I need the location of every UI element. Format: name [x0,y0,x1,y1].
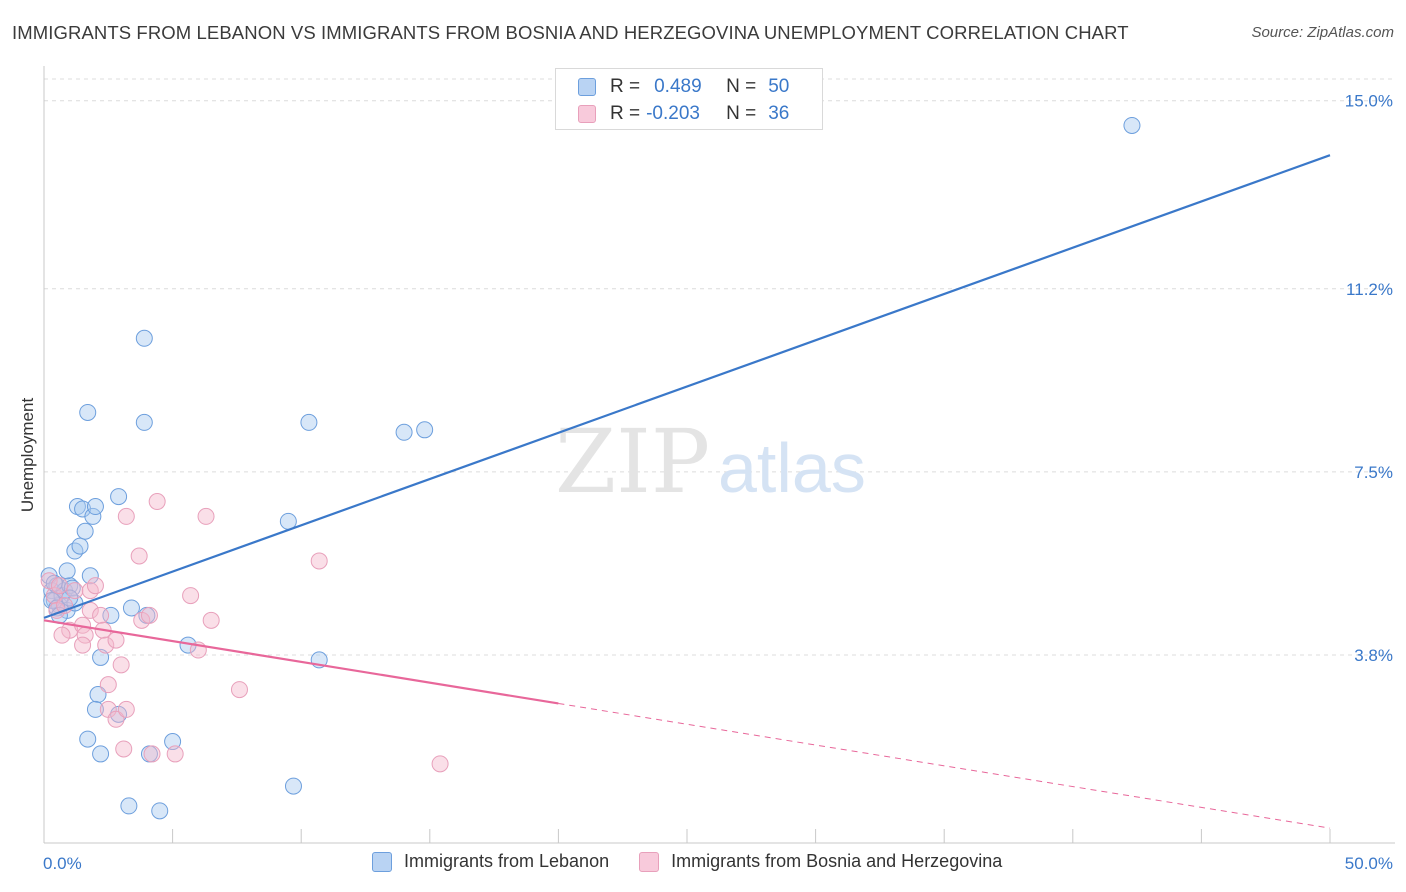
point-bosnia [50,577,68,595]
point-bosnia [81,601,99,619]
series-label-lebanon: Immigrants from Lebanon [404,851,610,871]
y-tick-label: 11.2% [1346,280,1393,299]
point-lebanon [89,686,107,704]
trendline-bosnia-extrapolated [558,702,1331,829]
point-bosnia [182,587,200,605]
trendline-lebanon [43,154,1331,619]
point-lebanon [79,730,97,748]
point-bosnia [148,493,166,511]
point-lebanon [416,421,434,439]
point-bosnia [143,745,161,763]
point-bosnia [99,676,117,694]
legend-swatch-lebanon [578,78,596,96]
point-lebanon [1123,116,1141,134]
source-credit: Source: ZipAtlas.com [1251,24,1394,41]
point-lebanon [135,413,153,431]
point-lebanon [122,599,140,617]
series-legend-bosnia: Immigrants from Bosnia and Herzegovina [639,851,1002,872]
point-lebanon [76,522,94,540]
point-bosnia [107,710,125,728]
point-bosnia [166,745,184,763]
point-lebanon [395,423,413,441]
point-bosnia [431,755,449,773]
y-tick-label: 15.0% [1345,92,1393,111]
tick-label-layer: 3.8% 7.5% 11.2% 15.0% 0.0% 50.0% [43,92,1393,873]
point-bosnia [86,577,104,595]
point-lebanon [300,413,318,431]
point-bosnia [140,606,158,624]
point-lebanon [92,745,110,763]
point-bosnia [81,582,99,600]
series-label-bosnia: Immigrants from Bosnia and Herzegovina [671,851,1003,871]
point-lebanon [86,700,104,718]
legend-r-value: -0.203 [646,103,700,124]
point-bosnia [112,656,130,674]
point-bosnia [230,681,248,699]
point-lebanon [284,777,302,795]
x-tick-label: 0.0% [43,854,82,873]
point-bosnia [74,636,92,654]
point-bosnia [45,587,63,605]
series-legend: Immigrants from Lebanon Immigrants from … [372,851,1032,872]
point-bosnia [115,740,133,758]
point-lebanon [86,498,104,516]
y-tick-label: 7.5% [1354,463,1393,482]
point-lebanon [151,802,169,820]
legend-r-label: R = [610,103,641,124]
y-axis-label: Unemployment [18,397,37,513]
point-bosnia [202,611,220,629]
point-bosnia [117,700,135,718]
point-lebanon [81,567,99,585]
legend-n-label: N = [726,103,757,124]
point-bosnia [53,626,71,644]
point-lebanon [79,403,97,421]
point-lebanon [135,329,153,347]
trendline-bosnia [43,619,559,705]
point-bosnia [66,582,84,600]
correlation-legend: R = 0.489 N = 50 R = -0.203 N = 36 [555,68,823,130]
legend-r-label: R = [610,76,641,97]
legend-n-value: 36 [768,103,790,124]
legend-n-value: 50 [768,76,790,97]
point-lebanon [120,797,138,815]
points-layer [40,116,1141,820]
point-bosnia [97,636,115,654]
watermark-layer: ZIP atlas [555,410,866,513]
point-bosnia [107,631,125,649]
series-swatch-lebanon [372,851,392,872]
watermark-zip: ZIP [555,410,710,513]
axis-layer [43,66,1395,844]
point-bosnia [117,507,135,525]
legend-n-label: N = [726,76,757,97]
point-bosnia [197,507,215,525]
grid-layer [44,78,1395,656]
point-lebanon [58,562,76,580]
trend-layer [43,154,1331,829]
series-swatch-bosnia [639,851,660,872]
point-lebanon [66,542,84,560]
point-bosnia [130,547,148,565]
point-lebanon [71,537,89,555]
legend-swatch-bosnia [578,105,596,123]
point-bosnia [310,552,328,570]
point-lebanon [110,488,128,506]
x-tick-label: 50.0% [1345,854,1393,873]
series-legend-lebanon: Immigrants from Lebanon [372,851,609,872]
legend-row-bosnia: R = -0.203 N = 36 [578,102,789,126]
point-bosnia [40,572,58,590]
chart-title: IMMIGRANTS FROM LEBANON VS IMMIGRANTS FR… [12,22,1129,43]
point-bosnia [92,606,110,624]
point-lebanon [102,606,120,624]
point-lebanon [63,579,81,597]
legend-r-value: 0.489 [654,76,702,97]
watermark-atlas: atlas [718,429,866,507]
legend-row-lebanon: R = 0.489 N = 50 [578,75,789,99]
y-tick-label: 3.8% [1354,646,1393,665]
point-lebanon [84,507,102,525]
